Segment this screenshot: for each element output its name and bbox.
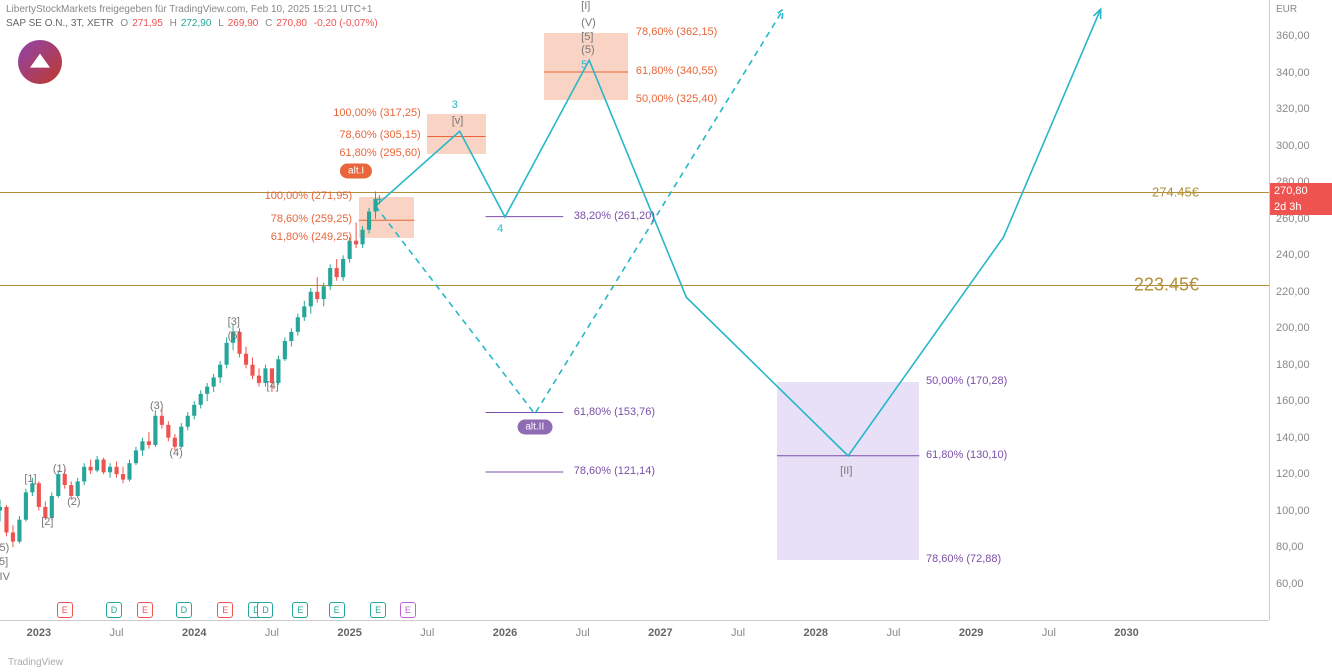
wave-label: (3) (150, 400, 163, 412)
x-tick: 2027 (648, 627, 672, 639)
fib-label: 61,80% (295,60) (339, 147, 420, 159)
x-tick: 2026 (493, 627, 517, 639)
y-currency: EUR (1270, 4, 1332, 15)
x-tick: 2029 (959, 627, 983, 639)
event-marker[interactable]: D (176, 602, 192, 618)
event-marker[interactable]: E (292, 602, 308, 618)
wave-label: [4] (267, 380, 279, 392)
wave-label: (IV (0, 571, 10, 583)
fib-label: 100,00% (271,95) (265, 190, 352, 202)
wave-label: (2) (67, 496, 80, 508)
wave-label: [1] (24, 473, 36, 485)
y-tick: 160,00 (1270, 395, 1332, 407)
x-tick: Jul (1042, 627, 1056, 639)
y-tick: 80,00 (1270, 541, 1332, 553)
c-value: 270,80 (276, 18, 307, 29)
wave-label: [2] (41, 516, 53, 528)
x-tick: 2025 (337, 627, 361, 639)
x-axis[interactable]: 2023 Jul 2024 Jul 2025 Jul 2026 Jul 2027 Jul 2028 J… (0, 620, 1269, 649)
c-label: C (265, 18, 272, 29)
x-tick: Jul (265, 627, 279, 639)
event-marker[interactable]: E (57, 602, 73, 618)
fib-label: 50,00% (325,40) (636, 93, 717, 105)
wave-label: (5) (228, 330, 241, 342)
tradingview-watermark: TradingView (8, 657, 63, 668)
o-label: O (120, 18, 128, 29)
y-tick: 200,00 (1270, 322, 1332, 334)
y-axis[interactable]: EUR 60,00 80,00 100,00 120,00 140,00 160,00 18… (1269, 0, 1332, 620)
h-value: 272,90 (181, 18, 212, 29)
fib-label: 61,80% (340,55) (636, 65, 717, 77)
fib-label: 61,80% (153,76) (574, 406, 655, 418)
h-label: H (170, 18, 177, 29)
hline-label: 274.45€ (1152, 185, 1199, 200)
wave-label: [v] (452, 115, 464, 127)
event-marker[interactable]: E (329, 602, 345, 618)
publisher-logo (18, 40, 62, 84)
x-tick: 2030 (1114, 627, 1138, 639)
chart-attribution: LibertyStockMarkets freigegeben für Trad… (6, 4, 372, 15)
y-tick: 340,00 (1270, 67, 1332, 79)
ohlc-readout: SAP SE O.N., 3T, XETR O271,95 H272,90 L2… (6, 18, 382, 29)
wave-label: (V) (581, 17, 596, 29)
o-value: 271,95 (132, 18, 163, 29)
hline-label: 223.45€ (1134, 275, 1199, 296)
wave-label: 5 (581, 59, 587, 71)
x-tick: Jul (886, 627, 900, 639)
x-tick: Jul (110, 627, 124, 639)
fib-label: 78,60% (362,15) (636, 26, 717, 38)
y-tick: 320,00 (1270, 103, 1332, 115)
x-tick: 2024 (182, 627, 206, 639)
wave-label: 3 (452, 99, 458, 111)
y-tick: 300,00 (1270, 140, 1332, 152)
change-value: -0,20 (-0,07%) (314, 18, 378, 29)
fib-label: 61,80% (130,10) (926, 449, 1007, 461)
wave-label: [5] (581, 31, 593, 43)
wave-label: [3] (228, 316, 240, 328)
fib-label: 78,60% (305,15) (339, 129, 420, 141)
x-tick: 2023 (27, 627, 51, 639)
y-tick: 360,00 (1270, 30, 1332, 42)
wave-label: [II] (840, 465, 852, 477)
fib-label: 78,60% (72,88) (926, 553, 1001, 565)
wave-label: 4 (497, 223, 503, 235)
wave-label: (5) (0, 542, 9, 554)
fib-label: 50,00% (170,28) (926, 375, 1007, 387)
x-tick: 2028 (804, 627, 828, 639)
fib-label: 100,00% (317,25) (333, 107, 420, 119)
y-tick: 140,00 (1270, 432, 1332, 444)
wave-label: (4) (169, 447, 182, 459)
y-tick: 220,00 (1270, 286, 1332, 298)
alt-count-pill[interactable]: alt.II (517, 419, 552, 434)
wave-label: (1) (53, 463, 66, 475)
event-marker[interactable]: E (217, 602, 233, 618)
fib-label: 38,20% (261,20) (574, 210, 655, 222)
y-tick: 120,00 (1270, 468, 1332, 480)
event-marker[interactable]: E (370, 602, 386, 618)
event-marker[interactable]: E (137, 602, 153, 618)
fib-label: 61,80% (249,25) (271, 231, 352, 243)
price-badge: 270,802d 3h (1270, 183, 1332, 215)
symbol-label: SAP SE O.N., 3T, XETR (6, 18, 114, 29)
y-tick: 240,00 (1270, 249, 1332, 261)
wave-label: (5) (581, 44, 594, 56)
x-tick: Jul (576, 627, 590, 639)
y-tick: 180,00 (1270, 359, 1332, 371)
event-marker[interactable]: E (400, 602, 416, 618)
event-marker[interactable]: D (257, 602, 273, 618)
y-tick: 100,00 (1270, 505, 1332, 517)
l-label: L (218, 18, 224, 29)
x-tick: Jul (420, 627, 434, 639)
fib-label: 78,60% (259,25) (271, 213, 352, 225)
wave-label: [5] (0, 556, 8, 568)
wave-label: [I] (581, 0, 590, 12)
alt-count-pill[interactable]: alt.I (340, 164, 372, 179)
l-value: 269,90 (228, 18, 259, 29)
x-tick: Jul (731, 627, 745, 639)
event-marker[interactable]: D (106, 602, 122, 618)
y-tick: 60,00 (1270, 578, 1332, 590)
fib-label: 78,60% (121,14) (574, 465, 655, 477)
labels-layer: 274.45€ 223.45€ 100,00% (271,95) 78,60% (25… (0, 0, 1269, 620)
